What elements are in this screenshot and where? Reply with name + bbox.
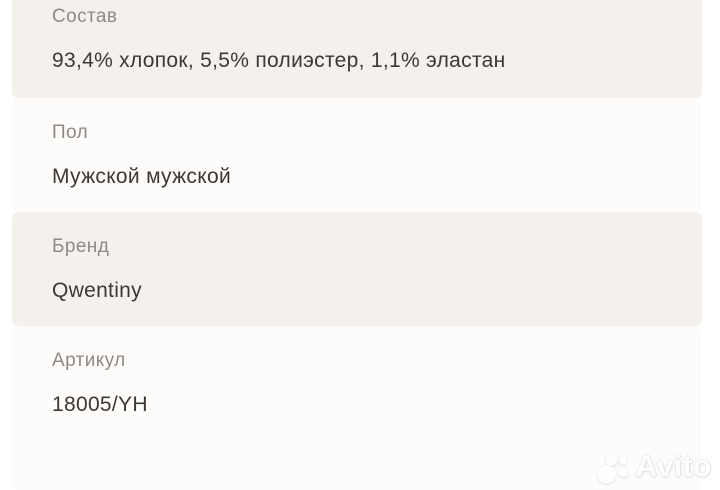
attribute-label: Бренд <box>52 236 110 257</box>
attribute-label: Состав <box>52 6 118 27</box>
attribute-value: 18005/YH <box>52 393 148 416</box>
attribute-value: Мужской мужской <box>52 165 231 188</box>
attribute-row-composition: Состав 93,4% хлопок, 5,5% полиэстер, 1,1… <box>12 0 702 98</box>
avito-circles-logo-icon <box>597 453 628 484</box>
attribute-label: Артикул <box>52 350 126 371</box>
avito-wordmark: Avito <box>635 450 712 483</box>
product-attributes-panel: Состав 93,4% хлопок, 5,5% полиэстер, 1,1… <box>12 0 702 490</box>
attribute-value: 93,4% хлопок, 5,5% полиэстер, 1,1% эласт… <box>52 49 506 72</box>
avito-watermark: Avito <box>595 449 712 485</box>
attribute-value: Qwentiny <box>52 279 142 302</box>
attribute-row-brand: Бренд Qwentiny <box>12 212 702 326</box>
attribute-row-gender: Пол Мужской мужской <box>12 98 702 212</box>
attribute-row-article: Артикул 18005/YH <box>12 326 702 490</box>
attribute-label: Пол <box>52 122 89 143</box>
